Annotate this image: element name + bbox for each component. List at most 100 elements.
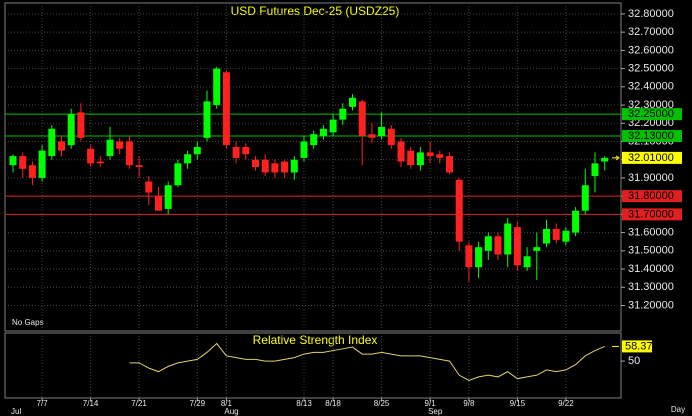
candle-body: [116, 141, 124, 149]
last-box: [622, 151, 682, 164]
candle-body: [300, 141, 308, 158]
candle-body: [533, 247, 541, 251]
y-tick-label: 32.70000: [628, 26, 674, 38]
level-box: [622, 108, 682, 121]
x-tick-label: 8/1: [221, 399, 233, 408]
y-tick-label: 31.30000: [628, 281, 674, 293]
candle-body: [252, 159, 259, 167]
candle-body: [426, 152, 434, 157]
candle-body: [484, 236, 492, 251]
candle-body: [407, 150, 415, 166]
candle-body: [164, 185, 172, 209]
candle-body: [504, 223, 512, 255]
interval: Day: [671, 405, 685, 414]
candle-body: [552, 228, 560, 240]
x-tick-label: 7/29: [190, 399, 206, 408]
candle-body: [349, 97, 356, 107]
candle-body: [125, 141, 133, 166]
level-label: 32.13000: [628, 130, 674, 142]
candle-body: [543, 228, 550, 244]
level-box: [622, 130, 682, 143]
candle-body: [523, 256, 531, 268]
candle-body: [96, 161, 104, 164]
rsi-pane: [4, 332, 622, 399]
level-label: 31.80000: [628, 190, 674, 202]
candle-body: [329, 119, 337, 133]
candle-body: [475, 247, 483, 268]
note: No Gaps: [12, 318, 44, 327]
x-tick-label: 9/8: [463, 399, 475, 408]
candle-body: [106, 139, 114, 157]
candle-body: [28, 165, 36, 178]
x-tick-label: 8/13: [296, 399, 312, 408]
y-tick-label: 32.80000: [628, 8, 674, 20]
last-label: 32.01000: [628, 152, 674, 164]
candle-body: [67, 114, 75, 146]
candle-body: [494, 236, 502, 255]
candle-body: [87, 148, 95, 164]
candle-body: [416, 152, 424, 166]
y-tick-label: 31.60000: [628, 227, 674, 239]
candle-body: [591, 163, 599, 177]
candle-body: [465, 245, 473, 268]
month-label: Jul: [11, 407, 21, 416]
y-tick-label: 31.90000: [628, 172, 674, 184]
y-tick-label: 32.50000: [628, 63, 674, 75]
y-tick-label: 31.40000: [628, 263, 674, 275]
candle-body: [48, 128, 56, 157]
candle-body: [174, 163, 182, 186]
candle-body: [184, 154, 192, 164]
candle-body: [446, 156, 453, 173]
candle-body: [513, 227, 521, 266]
candle-body: [242, 146, 250, 155]
rsi-title: Relative Strength Index: [253, 333, 378, 347]
candle-body: [290, 159, 298, 173]
last-arrow: [612, 155, 620, 161]
month-label: Sep: [428, 407, 443, 416]
candle-body: [222, 72, 230, 146]
candle-body: [135, 165, 143, 167]
candle-body: [436, 154, 444, 158]
candle-body: [77, 112, 85, 138]
candle-body: [193, 146, 201, 155]
rsi-line: [129, 342, 605, 381]
candle-body: [319, 128, 327, 137]
candle-body: [38, 150, 46, 178]
x-tick-label: 9/1: [425, 399, 437, 408]
x-tick-label: 7/21: [131, 399, 147, 408]
candle-body: [203, 101, 211, 138]
candle-body: [562, 230, 570, 242]
y-tick-label: 32.60000: [628, 44, 674, 56]
chart-title: USD Futures Dec-25 (USDZ25): [231, 4, 400, 18]
candle-body: [310, 134, 318, 146]
candle-body: [19, 156, 27, 169]
x-tick-label: 7/7: [37, 399, 49, 408]
main-pane: [4, 2, 622, 332]
candle-body: [368, 134, 376, 138]
y-tick-label: 50: [628, 355, 640, 367]
candle-body: [145, 181, 153, 193]
y-tick-label: 32.20000: [628, 117, 674, 129]
candle-body: [378, 126, 386, 137]
month-label: Aug: [224, 407, 238, 416]
candle-body: [358, 101, 366, 137]
candle-body: [261, 159, 269, 173]
level-label: 31.70000: [628, 208, 674, 220]
candle-body: [572, 210, 580, 233]
candle-body: [601, 157, 609, 162]
candle-body: [213, 68, 221, 106]
candle-body: [9, 156, 17, 166]
rsi-last-label: 58.37: [625, 340, 653, 352]
candle-body: [397, 141, 405, 162]
x-tick-label: 8/18: [325, 399, 341, 408]
level-box: [622, 208, 682, 221]
x-tick-label: 9/22: [558, 399, 574, 408]
candle-body: [581, 185, 589, 211]
level-box: [622, 190, 682, 203]
candle-body: [155, 196, 162, 211]
candle-body: [271, 163, 279, 173]
candle-body: [339, 108, 347, 120]
candle-body: [455, 179, 463, 242]
